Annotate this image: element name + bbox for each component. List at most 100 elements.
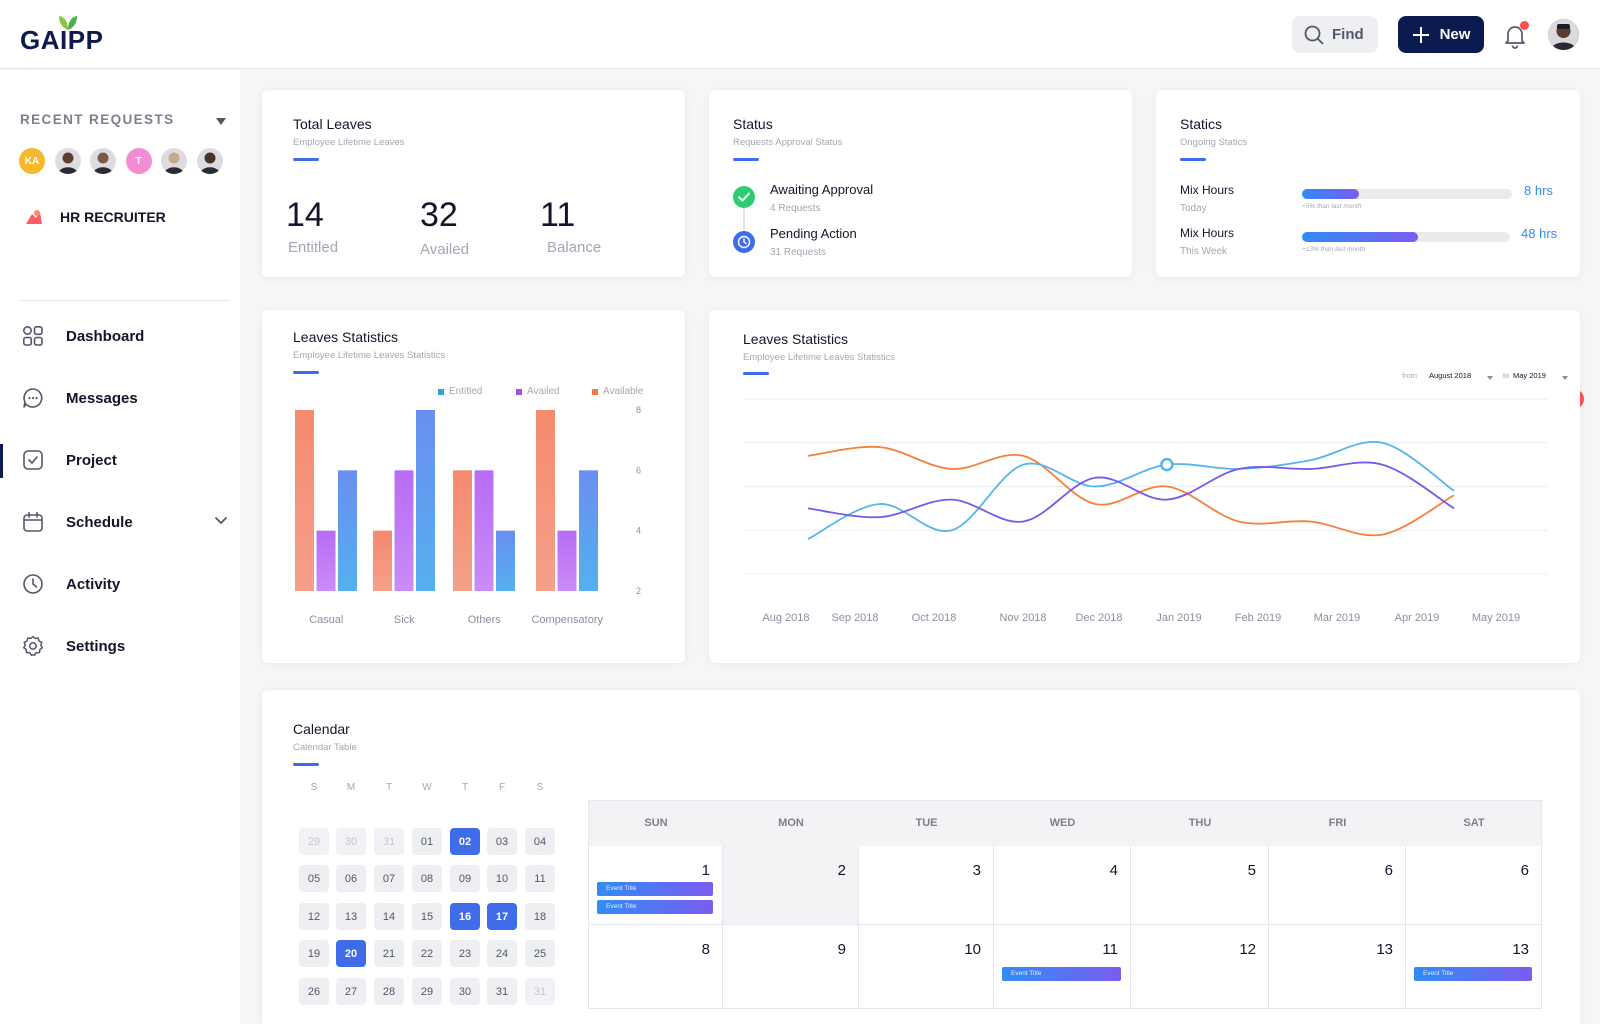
calendar-day-cell[interactable]: 11 <box>994 925 1131 1009</box>
nav-dashboard[interactable]: Dashboard <box>0 314 240 358</box>
day-cell[interactable]: 16 <box>450 903 480 930</box>
day-cell[interactable]: 18 <box>525 903 555 930</box>
day-cell[interactable]: 12 <box>299 903 329 930</box>
day-cell[interactable]: 20 <box>336 940 366 967</box>
day-cell[interactable]: 29 <box>412 978 442 1005</box>
event-chip[interactable]: Event Title <box>597 900 713 914</box>
calendar-day-cell[interactable]: 13 <box>1269 925 1406 1009</box>
recent-avatar[interactable]: T <box>125 148 152 174</box>
caret-down-icon[interactable] <box>216 118 226 125</box>
role-label: HR RECRUITER <box>60 209 166 225</box>
nav-settings[interactable]: Settings <box>0 624 240 668</box>
day-cell[interactable]: 30 <box>450 978 480 1005</box>
new-button[interactable]: New <box>1398 16 1484 53</box>
calendar-day-cell[interactable]: 3 <box>859 846 994 925</box>
day-cell[interactable]: 19 <box>299 940 329 967</box>
recent-avatar[interactable]: KA <box>19 148 45 174</box>
calendar-day-cell[interactable]: 12 <box>1131 925 1269 1009</box>
event-chip[interactable]: Event Title <box>1002 967 1121 981</box>
bar-available <box>416 410 435 591</box>
calendar-day-cell[interactable]: 4 <box>994 846 1131 925</box>
nav-messages[interactable]: Messages <box>0 376 240 420</box>
day-cell[interactable]: 14 <box>374 903 404 930</box>
caret-down-icon[interactable] <box>1562 376 1568 380</box>
day-cell[interactable]: 31 <box>487 978 517 1005</box>
day-cell[interactable]: 02 <box>450 828 480 855</box>
day-cell[interactable]: 29 <box>299 828 329 855</box>
legend-item: Available <box>592 386 643 397</box>
recent-avatar[interactable] <box>196 148 223 174</box>
day-cell[interactable]: 30 <box>336 828 366 855</box>
day-cell[interactable]: 01 <box>412 828 442 855</box>
calendar-day-cell[interactable]: 6 <box>1269 846 1406 925</box>
event-chip[interactable]: Event Title <box>1414 967 1532 981</box>
day-cell[interactable]: 31 <box>525 978 555 1005</box>
progress-fill <box>1302 189 1359 199</box>
calendar-day-cell[interactable]: 2 <box>723 846 859 925</box>
event-chip[interactable]: Event Title <box>597 882 713 896</box>
calendar-day-cell[interactable]: 5 <box>1131 846 1269 925</box>
legend-label: Available <box>603 386 644 397</box>
day-cell[interactable]: 31 <box>374 828 404 855</box>
day-cell[interactable]: 11 <box>525 865 555 892</box>
title-underline <box>743 372 769 375</box>
day-cell[interactable]: 08 <box>412 865 442 892</box>
chevron-down-icon[interactable] <box>214 516 228 526</box>
day-cell[interactable]: 03 <box>487 828 517 855</box>
weekday-label: T <box>385 782 393 793</box>
stat-unit: hrs <box>1539 226 1558 241</box>
user-avatar[interactable] <box>1548 19 1579 50</box>
calendar-day-cell[interactable]: 6 <box>1406 846 1542 925</box>
day-cell[interactable]: 25 <box>525 940 555 967</box>
day-cell[interactable]: 09 <box>450 865 480 892</box>
to-date-select[interactable]: May 2019 <box>1513 371 1546 380</box>
weekday-label: THU <box>1188 817 1212 829</box>
calendar-day-cell[interactable]: 13 <box>1406 925 1542 1009</box>
day-cell[interactable]: 06 <box>336 865 366 892</box>
day-cell[interactable]: 15 <box>412 903 442 930</box>
day-cell[interactable]: 05 <box>299 865 329 892</box>
series-line <box>807 445 1455 537</box>
recent-avatar[interactable] <box>90 148 116 174</box>
day-cell[interactable]: 24 <box>487 940 517 967</box>
day-cell[interactable]: 21 <box>374 940 404 967</box>
stat-value: 8 hrs <box>1524 183 1553 198</box>
recent-avatar[interactable] <box>54 148 81 174</box>
stat-number: 8 <box>1524 183 1532 198</box>
stat-period: Today <box>1180 203 1207 214</box>
day-cell[interactable]: 17 <box>487 903 517 930</box>
nav-project[interactable]: Project <box>0 438 240 482</box>
leaves-bar-chart-card: Leaves Statistics Employee Lifetime Leav… <box>262 310 685 663</box>
bar-availed <box>394 470 414 591</box>
nav-schedule[interactable]: Schedule <box>0 500 240 544</box>
logo[interactable]: GAIPP <box>20 14 120 56</box>
day-cell[interactable]: 13 <box>336 903 366 930</box>
day-cell[interactable]: 07 <box>374 865 404 892</box>
legend-swatch <box>438 388 444 395</box>
day-cell[interactable]: 22 <box>412 940 442 967</box>
notification-bell[interactable] <box>1504 20 1530 50</box>
progress-bar <box>1302 232 1510 242</box>
day-cell[interactable]: 23 <box>450 940 480 967</box>
bar-chart: 8 6 4 2 Casual Sick Others Compensatory <box>295 405 641 626</box>
check-circle-icon <box>733 186 755 208</box>
calendar-day-cell[interactable]: 1 <box>589 846 723 925</box>
dashboard-icon <box>22 325 43 346</box>
calendar-day-cell[interactable]: 8 <box>589 925 723 1009</box>
recent-avatar[interactable] <box>161 148 187 174</box>
day-number: 11 <box>1102 941 1118 958</box>
day-cell[interactable]: 27 <box>336 978 366 1005</box>
sidebar <box>0 70 240 1024</box>
x-tick-label: Sick <box>394 614 415 626</box>
from-date-select[interactable]: August 2018 <box>1429 371 1472 380</box>
calendar-day-cell[interactable]: 9 <box>723 925 859 1009</box>
caret-down-icon[interactable] <box>1487 376 1493 380</box>
day-cell[interactable]: 26 <box>299 978 329 1005</box>
day-cell[interactable]: 04 <box>525 828 555 855</box>
find-button[interactable]: Find <box>1292 16 1378 53</box>
nav-activity[interactable]: Activity <box>0 562 240 606</box>
day-cell[interactable]: 28 <box>374 978 404 1005</box>
day-number: 8 <box>701 941 710 958</box>
day-cell[interactable]: 10 <box>487 865 517 892</box>
calendar-day-cell[interactable]: 10 <box>859 925 994 1009</box>
